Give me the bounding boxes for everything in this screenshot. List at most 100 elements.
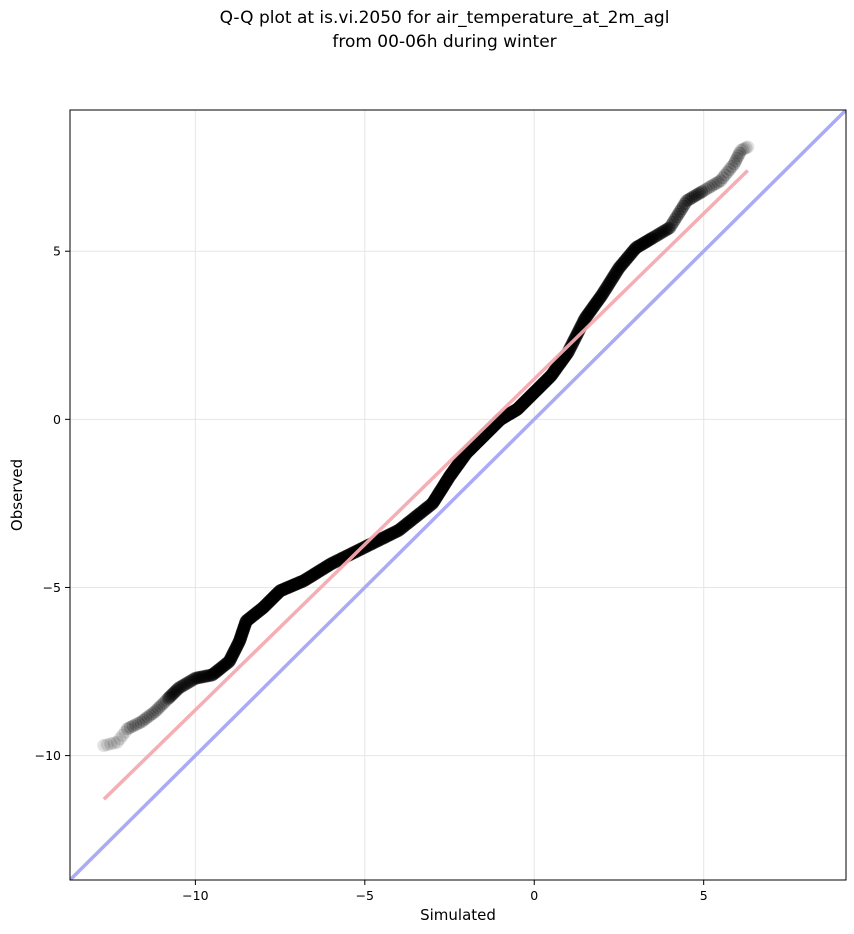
quantile-point: [511, 402, 525, 416]
quantile-point: [637, 236, 651, 250]
quantile-point: [297, 574, 311, 588]
y-axis-ticks: −10 −5 0 5: [35, 244, 70, 763]
quantile-point: [392, 523, 406, 537]
quantile-point: [424, 497, 438, 511]
quantile-point: [171, 681, 185, 695]
quantile-point: [603, 276, 616, 290]
quantile-point: [513, 399, 527, 413]
quantile-point: [537, 376, 551, 390]
quantile-point: [515, 397, 529, 411]
quantile-point: [290, 577, 304, 591]
quantile-point: [597, 285, 611, 299]
quantile-point: [223, 653, 237, 667]
quantile-point: [530, 383, 544, 397]
quantile-point: [430, 489, 444, 503]
quantile-point: [595, 288, 609, 302]
quantile-point: [232, 636, 246, 649]
quantile-point: [570, 327, 584, 341]
quantile-point: [303, 570, 317, 584]
quantile-point: [216, 659, 230, 673]
quantile-point: [594, 289, 608, 303]
quantile-point: [427, 494, 441, 508]
quantile-point: [380, 529, 394, 543]
quantile-point: [654, 226, 668, 240]
quantile-point: [301, 571, 315, 585]
quantile-point: [246, 609, 260, 623]
quantile-point: [593, 292, 606, 305]
quantile-point: [529, 384, 543, 397]
quantile-point: [502, 407, 516, 421]
quantile-point: [590, 295, 604, 309]
quantile-point: [409, 509, 423, 523]
quantile-point: [239, 616, 252, 630]
quantile-point: [227, 646, 241, 660]
quantile-point: [439, 476, 453, 490]
quantile-point: [656, 225, 670, 239]
y-tick-label: 5: [53, 244, 61, 259]
quantile-point: [553, 357, 567, 371]
quantile-point: [548, 363, 562, 377]
quantile-point: [285, 579, 299, 593]
quantile-point: [405, 513, 419, 527]
quantile-point: [296, 574, 310, 588]
quantile-point: [692, 186, 706, 200]
quantile-point: [156, 697, 169, 711]
quantile-point: [311, 565, 325, 579]
quantile-point: [629, 241, 643, 255]
quantile-point: [546, 366, 560, 380]
quantile-point: [547, 365, 561, 379]
x-tick-label: 0: [530, 888, 538, 903]
quantile-point: [272, 585, 286, 599]
quantile-point: [711, 175, 725, 189]
quantile-point: [234, 629, 248, 643]
quantile-point: [499, 409, 513, 423]
quantile-point: [723, 162, 737, 176]
quantile-point: [163, 690, 176, 704]
quantile-point: [503, 407, 517, 421]
chart-title-block: Q-Q plot at is.vi.2050 for air_temperatu…: [0, 6, 854, 54]
quantile-point: [118, 725, 132, 739]
quantile-point: [221, 655, 235, 669]
quantile-point: [289, 577, 303, 591]
quantile-point: [164, 689, 178, 703]
quantile-point: [165, 688, 179, 702]
quantile-point: [255, 601, 269, 615]
quantile-point: [727, 157, 741, 171]
quantile-point: [146, 707, 159, 721]
quantile-point: [450, 459, 464, 473]
quantile-point: [453, 455, 467, 469]
quantile-point: [244, 610, 258, 624]
quantile-point: [525, 388, 539, 402]
quantile-point: [544, 369, 557, 383]
quantile-point: [426, 496, 440, 509]
quantile-point: [509, 403, 523, 417]
quantile-point: [501, 408, 515, 422]
quantile-point: [116, 728, 129, 742]
quantile-point: [414, 506, 428, 520]
quantile-point: [504, 406, 518, 420]
quantile-point: [604, 273, 618, 287]
quantile-point: [600, 281, 614, 294]
quantile-point: [408, 510, 422, 524]
quantile-point: [733, 146, 747, 160]
quantile-point: [194, 670, 208, 684]
y-tick-label: −10: [35, 748, 61, 763]
quantile-point: [580, 309, 594, 323]
quantile-point: [412, 508, 426, 521]
quantile-point: [182, 675, 196, 689]
quantile-point: [435, 482, 449, 496]
quantile-point: [432, 486, 446, 500]
quantile-point: [213, 662, 227, 676]
quantile-point: [270, 587, 284, 601]
quantile-point: [697, 184, 711, 198]
quantile-point: [613, 260, 627, 274]
quantile-point: [259, 598, 272, 612]
quantile-point: [400, 517, 414, 531]
quantile-point: [398, 519, 411, 533]
quantile-point: [143, 708, 157, 722]
quantile-point: [628, 242, 642, 256]
quantile-point: [426, 496, 440, 510]
quantile-point: [680, 194, 694, 208]
quantile-point: [173, 680, 187, 694]
quantile-point: [308, 567, 322, 581]
